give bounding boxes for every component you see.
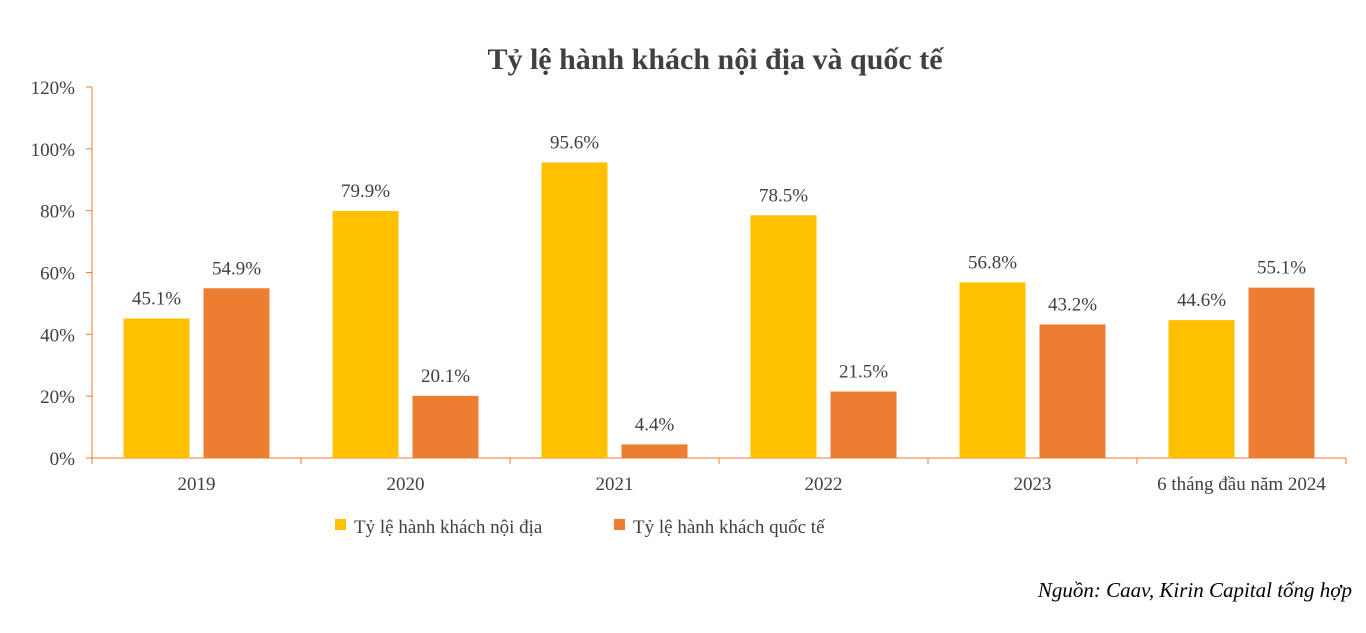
data-label: 21.5% <box>839 362 888 383</box>
bar <box>1039 324 1106 458</box>
bars <box>123 162 1315 459</box>
data-label: 79.9% <box>341 181 390 202</box>
legend-swatch <box>614 519 625 530</box>
data-label: 78.5% <box>759 185 808 206</box>
bar <box>332 210 399 458</box>
bar <box>621 444 688 458</box>
y-tick-label: 60% <box>40 264 75 285</box>
legend-label: Tỷ lệ hành khách quốc tế <box>633 517 825 538</box>
data-label: 56.8% <box>968 252 1017 273</box>
bar <box>203 288 270 458</box>
x-tick-label: 2023 <box>1014 474 1052 495</box>
data-label: 20.1% <box>421 366 470 387</box>
source-note: Nguồn: Caav, Kirin Capital tổng hợp <box>1037 578 1352 602</box>
legend-label: Tỷ lệ hành khách nội địa <box>354 517 543 538</box>
bar <box>541 162 608 459</box>
bar <box>123 318 190 458</box>
bar <box>959 282 1026 458</box>
y-tick-label: 20% <box>40 387 75 408</box>
legend-swatch <box>335 519 346 530</box>
legend: Tỷ lệ hành khách nội địa Tỷ lệ hành khách… <box>335 517 825 538</box>
x-tick-label: 2021 <box>596 474 634 495</box>
y-tick-label: 120% <box>31 78 76 99</box>
data-label: 95.6% <box>550 132 599 153</box>
x-tick-label: 2022 <box>805 474 843 495</box>
y-tick-label: 80% <box>40 202 75 223</box>
y-tick-label: 100% <box>31 140 76 161</box>
data-label: 43.2% <box>1048 294 1097 315</box>
chart-title: Tỷ lệ hành khách nội địa và quốc tế <box>487 43 944 76</box>
x-tick-label: 2019 <box>178 474 216 495</box>
bar <box>1248 287 1315 458</box>
bar <box>830 391 897 458</box>
bar <box>1168 320 1235 458</box>
y-tick-label: 40% <box>40 325 75 346</box>
bar <box>750 215 817 458</box>
data-label: 54.9% <box>212 258 261 279</box>
bar <box>412 395 479 458</box>
axes: 0% 20% 40% 60% 80% 100% 120% 2019 2020 2021 2022 20… <box>31 78 1347 495</box>
data-labels: 45.1% 79.9% 95.6% 78.5% 56.8% 44.6% 54.9% 20.1%… <box>132 132 1306 435</box>
data-label: 44.6% <box>1177 290 1226 311</box>
x-tick-label: 6 tháng đầu năm 2024 <box>1157 474 1326 495</box>
data-label: 4.4% <box>635 414 675 435</box>
data-label: 55.1% <box>1257 258 1306 279</box>
data-label: 45.1% <box>132 289 181 310</box>
y-tick-label: 0% <box>50 449 76 470</box>
x-tick-label: 2020 <box>387 474 425 495</box>
